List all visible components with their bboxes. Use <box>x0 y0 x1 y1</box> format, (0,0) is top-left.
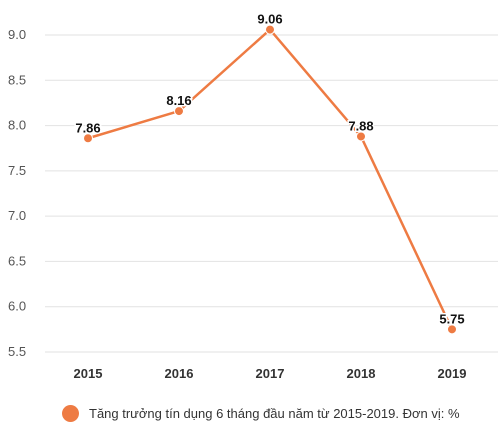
legend-marker-icon <box>62 404 79 422</box>
x-tick-label: 2016 <box>165 366 194 381</box>
y-tick-label: 7.5 <box>8 163 26 178</box>
data-point[interactable] <box>265 24 275 35</box>
line-chart: 5.56.06.57.07.58.08.59.0 2015 2016 2017 201… <box>8 10 498 381</box>
y-tick-label: 8.0 <box>8 118 26 133</box>
data-point[interactable] <box>174 106 184 117</box>
data-point[interactable] <box>356 131 366 142</box>
data-points <box>83 24 457 335</box>
y-axis-ticks: 5.5 6.0 6.5 7.0 7.5 8.0 8.5 9.0 <box>8 27 26 359</box>
x-axis-ticks: 2015 2016 2017 2018 2019 <box>74 366 467 381</box>
x-tick-label: 2019 <box>438 366 467 381</box>
y-tick-label: 9.0 <box>8 27 26 42</box>
series-line <box>87 28 454 330</box>
y-tick-label: 6.0 <box>8 299 26 314</box>
y-tick-label: 8.5 <box>8 72 26 87</box>
y-tick-label: 5.5 <box>8 344 26 359</box>
data-point[interactable] <box>83 133 93 144</box>
x-tick-label: 2017 <box>256 366 285 381</box>
y-tick-label: 6.5 <box>8 253 26 268</box>
data-label: 8.16 <box>166 93 191 108</box>
data-label: 9.06 <box>257 12 282 27</box>
grid-lines <box>45 34 498 353</box>
data-label: 7.88 <box>348 118 373 133</box>
y-tick-label: 7.0 <box>8 208 26 223</box>
legend-label: Tăng trưởng tín dụng 6 tháng đầu năm từ … <box>89 405 460 421</box>
x-tick-label: 2018 <box>347 366 376 381</box>
data-label: 7.86 <box>75 120 100 135</box>
data-labels: 7.86 8.16 9.06 7.88 5.75 <box>74 10 466 328</box>
x-tick-label: 2015 <box>74 366 103 381</box>
data-point[interactable] <box>447 324 457 335</box>
legend[interactable]: Tăng trưởng tín dụng 6 tháng đầu năm từ … <box>62 403 460 423</box>
data-label: 5.75 <box>439 311 464 326</box>
